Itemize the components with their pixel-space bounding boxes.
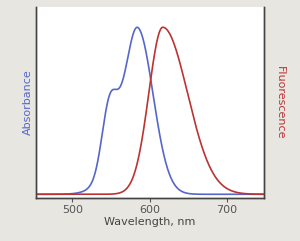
Y-axis label: Absorbance: Absorbance [23,70,33,135]
Y-axis label: Fluorescence: Fluorescence [275,66,285,139]
X-axis label: Wavelength, nm: Wavelength, nm [104,217,196,227]
